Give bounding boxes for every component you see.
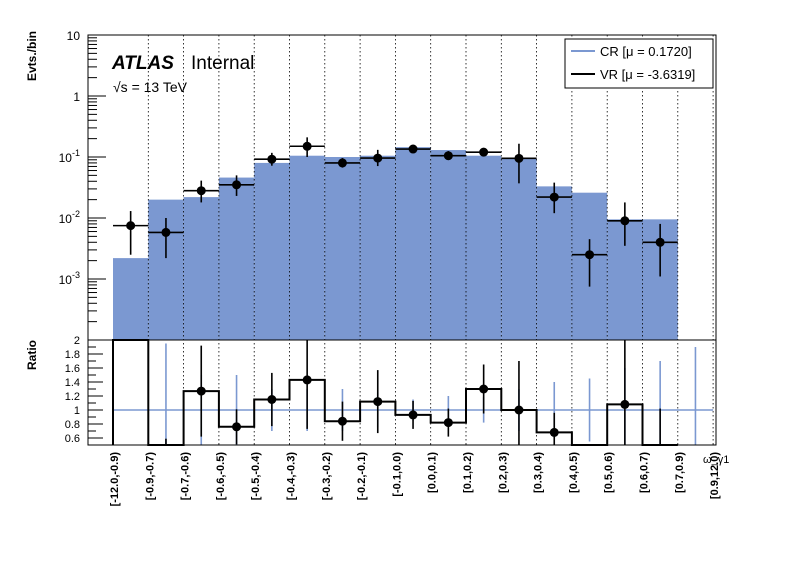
ratio-point: [196, 386, 206, 396]
vr-point: [655, 237, 665, 247]
ratio-tick-label: 1.4: [65, 377, 80, 389]
x-tick-label: [0.2,0.3): [497, 452, 509, 493]
x-tick-label: [0.1,0.2): [462, 452, 474, 493]
upper-tick-label: 1: [73, 90, 80, 104]
x-tick-label: [0.7,0.9): [674, 452, 686, 493]
ratio-point: [514, 405, 524, 415]
legend: CR [μ = 0.1720] VR [μ = -3.6319]: [564, 38, 714, 89]
x-tick-label: [-12.0,-0.9): [109, 452, 121, 507]
x-tick-label: [-0.5,-0.4): [250, 452, 262, 501]
vr-point: [196, 186, 206, 196]
vr-point: [337, 158, 347, 168]
cr-bar: [183, 197, 219, 340]
vr-point: [302, 141, 312, 151]
x-tick-label: [-0.7,-0.6): [180, 452, 192, 501]
vr-point: [267, 154, 277, 164]
ratio-point: [408, 410, 418, 420]
cr-bar: [430, 150, 466, 340]
ratio-tick-label: 0.6: [65, 433, 80, 445]
vr-point: [126, 221, 136, 231]
vr-point: [408, 144, 418, 154]
x-tick-label: [-0.9,-0.7): [144, 452, 156, 501]
ratio-tick-label: 2: [74, 335, 80, 347]
ratio-point: [443, 418, 453, 428]
x-tick-label: [-0.3,-0.2): [321, 452, 333, 501]
ratio-tick-label: 0.8: [65, 419, 80, 431]
upper-tick-label: 10: [67, 29, 81, 43]
x-tick-label: [-0.6,-0.5): [215, 452, 227, 501]
cr-bar: [218, 177, 255, 340]
x-tick-label: [0.0,0.1): [427, 452, 439, 493]
upper-tick-label: 10-1: [59, 148, 80, 165]
vr-point: [443, 151, 453, 161]
legend-box: [564, 38, 714, 89]
axes-layer: 10 1 10-1 10-2 10-3 0.6 0.8 1 1.2 1.4 1.6 1.8 2 [-12.…: [59, 29, 721, 506]
vr-point: [549, 192, 559, 202]
vr-point: [514, 153, 524, 163]
ratio-panel: [112, 339, 714, 446]
cr-bar: [324, 157, 361, 340]
ratio-step-line: [112, 339, 678, 446]
annotations: ATLAS Internal √s = 13 TeV Evts./bin Rat…: [25, 31, 729, 466]
ratio-point: [620, 399, 630, 409]
upper-tick-label: 10-2: [59, 209, 80, 226]
ratio-point: [232, 422, 242, 432]
cr-bar: [289, 155, 325, 340]
x-tick-label: [0.6,0.7): [639, 452, 651, 493]
cr-bar: [360, 155, 396, 340]
x-tick-label: [-0.2,-0.1): [356, 452, 368, 501]
ratio-point: [549, 427, 559, 437]
cr-bar: [395, 147, 431, 340]
ratio-point: [302, 375, 312, 385]
upper-tick-label: 10-3: [59, 270, 80, 287]
vr-point: [232, 180, 242, 190]
upper-panel: [113, 137, 678, 340]
x-tick-label: [0.4,0.5): [568, 452, 580, 493]
x-tick-label: [0.9,12.0): [709, 452, 721, 499]
ratio-point: [373, 397, 383, 407]
ratio-point: [267, 395, 277, 404]
upper-ylabel: Evts./bin: [25, 31, 39, 81]
ratio-point: [479, 384, 489, 394]
legend-cr-label: CR [μ = 0.1720]: [600, 44, 692, 59]
ratio-tick-label: 1.8: [65, 349, 80, 361]
ratio-ylabel: Ratio: [25, 340, 39, 370]
ratio-tick-label: 1.2: [65, 391, 80, 403]
atlas-status-label: Internal: [191, 53, 254, 74]
x-tick-label: [0.3,0.4): [533, 452, 545, 493]
vr-point: [585, 250, 595, 260]
energy-label: √s = 13 TeV: [113, 79, 188, 95]
cr-bar: [113, 258, 149, 340]
cr-bar: [501, 158, 537, 340]
vr-point: [620, 216, 630, 226]
ratio-point: [337, 416, 347, 426]
ratio-frame: [87, 339, 717, 446]
vr-point: [479, 147, 489, 157]
cr-bar: [254, 162, 290, 340]
atlas-label: ATLAS: [111, 53, 174, 74]
x-tick-label: [-0.1,0.0): [391, 452, 403, 497]
legend-vr-label: VR [μ = -3.6319]: [600, 67, 695, 82]
x-tick-label: [0.5,0.6): [603, 452, 615, 493]
x-axis-label: ω_γ1: [703, 454, 729, 466]
x-tick-label: [-0.4,-0.3): [286, 452, 298, 501]
ratio-tick-label: 1.6: [65, 363, 80, 375]
cr-bar: [466, 155, 502, 340]
vr-point: [373, 153, 383, 163]
vr-point: [161, 227, 171, 237]
ratio-tick-label: 1: [74, 405, 80, 417]
